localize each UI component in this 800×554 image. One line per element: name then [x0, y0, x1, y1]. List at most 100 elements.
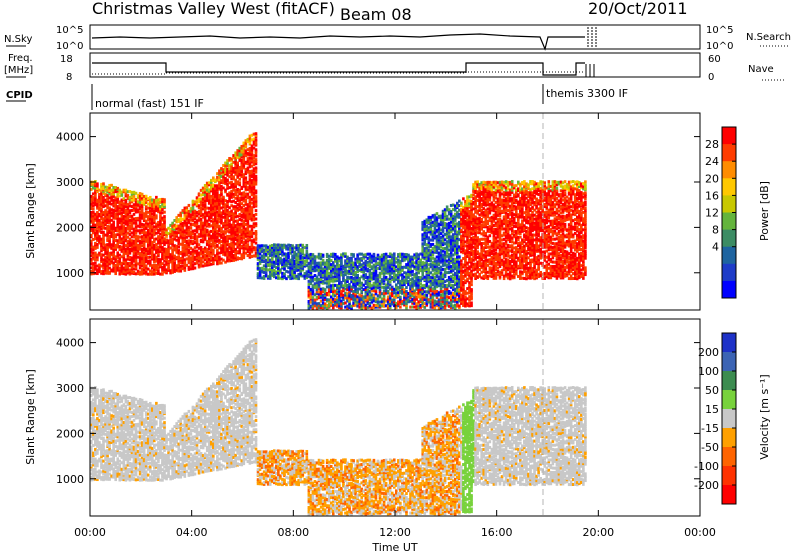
power-cell: [161, 267, 164, 271]
power-cell: [222, 186, 225, 190]
power-cell: [209, 194, 213, 198]
power-cell: [299, 264, 303, 268]
power-cell: [187, 212, 191, 216]
power-cell: [291, 272, 294, 276]
power-cell: [323, 290, 327, 294]
power-cell: [234, 219, 237, 223]
power-cell: [336, 263, 339, 267]
power-cell: [140, 214, 144, 218]
power-cell: [218, 206, 221, 210]
power-cell: [462, 197, 465, 201]
power-cell: [254, 148, 258, 152]
power-cell: [92, 214, 95, 218]
power-cell: [203, 190, 207, 194]
power-cell: [246, 219, 250, 223]
power-cell: [242, 222, 246, 226]
power-cell: [140, 237, 144, 241]
power-cell: [248, 215, 252, 219]
power-cell: [240, 202, 244, 206]
power-cell: [236, 206, 239, 210]
power-cell: [230, 170, 233, 174]
power-cell: [275, 246, 278, 250]
power-cell: [262, 270, 266, 274]
power-cell: [124, 214, 128, 218]
power-cell: [201, 256, 205, 260]
power-cell: [153, 225, 156, 229]
power-cell: [317, 296, 321, 300]
power-cell: [313, 298, 317, 302]
power-cell: [161, 269, 164, 273]
power-cell: [224, 245, 227, 249]
power-cell: [159, 239, 162, 243]
power-cell: [329, 270, 333, 274]
power-cell: [153, 253, 156, 257]
power-cell: [159, 235, 162, 239]
power-cell: [128, 251, 132, 255]
power-cell: [205, 211, 209, 215]
power-cell: [120, 247, 124, 251]
power-cell: [106, 229, 109, 233]
power-cell: [240, 215, 244, 219]
power-cell: [270, 264, 274, 268]
power-cell: [262, 254, 266, 258]
power-cell: [187, 259, 191, 263]
power-cell: [240, 175, 244, 179]
power-cell: [230, 259, 233, 263]
power-cell: [212, 201, 215, 205]
power-cell: [142, 241, 146, 245]
power-cell: [142, 256, 146, 260]
power-cell: [159, 197, 162, 201]
power-cell: [331, 261, 335, 265]
power-cell: [104, 209, 107, 213]
power-cell: [124, 265, 128, 269]
power-cell: [155, 216, 158, 220]
power-cell: [114, 246, 117, 250]
power-cell: [329, 295, 333, 299]
power-cell: [132, 231, 136, 235]
power-cell: [104, 257, 107, 261]
power-cell: [240, 158, 244, 162]
power-cell: [262, 276, 266, 280]
power-cell: [230, 183, 233, 187]
power-cell: [205, 206, 209, 210]
power-cell: [136, 193, 140, 197]
power-cell: [144, 270, 148, 274]
power-cell: [199, 203, 203, 207]
power-cell: [289, 277, 292, 281]
power-cell: [205, 221, 209, 225]
power-cell: [199, 228, 203, 232]
power-cell: [94, 215, 97, 219]
power-cell: [112, 198, 115, 202]
power-cell: [114, 186, 117, 190]
power-cell: [203, 203, 207, 207]
power-cell: [230, 195, 233, 199]
power-cell: [250, 254, 254, 258]
power-cell: [100, 200, 103, 204]
power-cell: [179, 216, 183, 220]
power-cell: [236, 229, 239, 233]
power-cell: [248, 254, 252, 258]
power-cell: [155, 246, 158, 250]
power-cell: [142, 253, 146, 257]
power-cell: [163, 223, 166, 227]
power-cell: [191, 203, 195, 207]
power-cell: [90, 194, 93, 198]
power-cell: [254, 167, 258, 171]
power-cell: [258, 270, 262, 274]
power-cell: [336, 286, 339, 290]
power-cell: [264, 264, 268, 268]
power-cell: [220, 179, 223, 183]
power-cell: [240, 206, 244, 210]
cpid-label: CPID: [6, 90, 33, 101]
power-cell: [122, 266, 126, 270]
power-cell: [144, 232, 148, 236]
power-cell: [264, 258, 268, 262]
power-cell: [218, 193, 221, 197]
power-cell: [222, 168, 225, 172]
power-cell: [334, 291, 337, 295]
power-cell: [183, 262, 187, 266]
power-cell: [167, 267, 170, 271]
power-cell: [185, 245, 189, 249]
power-cell: [250, 245, 254, 249]
power-cell: [230, 228, 233, 232]
